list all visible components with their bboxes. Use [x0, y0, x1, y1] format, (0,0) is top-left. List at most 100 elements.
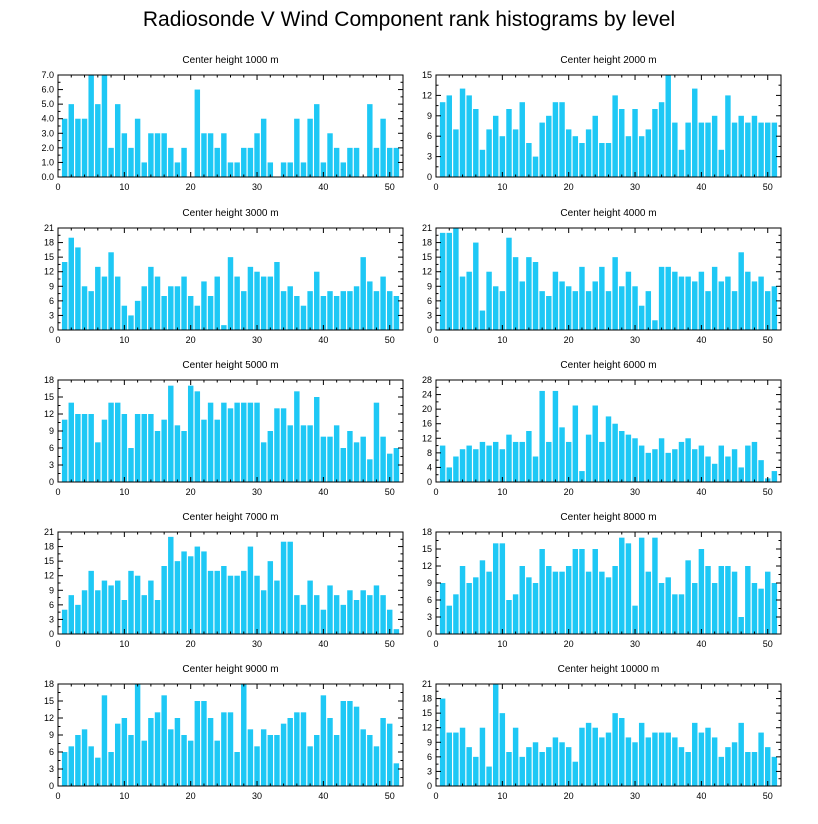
histogram-bar: [254, 746, 260, 786]
y-tick-label: 9: [49, 585, 54, 595]
histogram-bar: [619, 718, 625, 786]
histogram-bar: [645, 291, 652, 330]
histogram-bar: [492, 115, 499, 177]
histogram-bar: [280, 162, 287, 177]
histogram-bar: [599, 737, 605, 786]
histogram-bar: [692, 583, 698, 634]
histogram-bar: [506, 237, 512, 330]
histogram-bar: [75, 247, 81, 330]
histogram-bar: [307, 291, 313, 330]
histogram-bar: [645, 129, 652, 177]
histogram-bar: [207, 570, 214, 634]
histogram-bar: [174, 286, 181, 330]
panel-title: Center height 1000 m: [182, 55, 278, 66]
y-tick-label: 18: [44, 238, 54, 248]
histogram-panel-5: Center height 5000 m 0 10 20 30 40 50 0 3 6 9 12 15 1…: [44, 360, 404, 497]
histogram-bar: [241, 402, 247, 482]
histogram-bar: [353, 706, 360, 786]
x-tick-label: 0: [55, 335, 60, 345]
y-tick-label: 3: [427, 612, 432, 622]
y-tick-label: 0: [427, 172, 432, 182]
x-tick-label: 20: [186, 335, 196, 345]
histogram-bar: [61, 752, 68, 786]
histogram-bar: [320, 609, 327, 634]
histogram-bar: [314, 397, 320, 482]
x-tick-label: 0: [55, 791, 60, 801]
histogram-bar: [187, 385, 194, 482]
histogram-bar: [698, 445, 705, 482]
histogram-bar: [121, 133, 128, 177]
histogram-bar: [711, 737, 718, 786]
histogram-bar: [599, 441, 605, 482]
x-tick-label: 20: [186, 182, 196, 192]
y-tick-label: 6: [427, 296, 432, 306]
histogram-bar: [678, 747, 685, 786]
histogram-bar: [340, 448, 347, 482]
histogram-bar: [300, 162, 307, 177]
histogram-bar: [287, 718, 293, 786]
histogram-bar: [141, 595, 147, 634]
histogram-bar: [247, 546, 254, 634]
histogram-bar: [280, 291, 287, 330]
histogram-bar: [234, 752, 240, 786]
histogram-bar: [552, 102, 559, 177]
x-tick-label: 40: [318, 791, 328, 801]
histogram-bar: [638, 722, 645, 786]
histogram-bar: [360, 729, 366, 786]
y-tick-label: 3.0: [41, 128, 54, 138]
histogram-bar: [459, 88, 466, 177]
panel-title: Center height 7000 m: [182, 512, 278, 523]
histogram-bar: [187, 740, 194, 786]
histogram-bar: [161, 695, 167, 786]
histogram-bar: [121, 414, 128, 482]
histogram-bar: [221, 133, 227, 177]
histogram-bar: [492, 684, 499, 786]
histogram-bar: [227, 257, 234, 330]
histogram-bar: [154, 600, 161, 634]
histogram-bar: [745, 752, 751, 786]
histogram-bar: [731, 291, 738, 330]
y-tick-label: 15: [422, 708, 432, 718]
histogram-bar: [75, 414, 81, 482]
histogram-bar: [446, 467, 452, 482]
histogram-bar: [101, 580, 108, 634]
y-tick-label: 6: [49, 296, 54, 306]
histogram-bar: [506, 752, 512, 786]
histogram-bar: [247, 266, 254, 330]
x-tick-label: 30: [252, 639, 262, 649]
histogram-bar: [174, 162, 181, 177]
histogram-bar: [333, 425, 340, 482]
histogram-bar: [638, 305, 645, 330]
x-tick-label: 10: [497, 487, 507, 497]
histogram-bar: [148, 580, 154, 634]
histogram-bar: [771, 286, 778, 330]
histogram-bar: [108, 402, 114, 482]
histogram-bar: [333, 595, 340, 634]
histogram-bar: [95, 442, 101, 482]
y-tick-label: 3: [49, 460, 54, 470]
histogram-bar: [300, 604, 307, 634]
histogram-bar: [539, 752, 545, 786]
histogram-bar: [692, 281, 698, 330]
histogram-bar: [705, 456, 711, 482]
histogram-bar: [738, 617, 744, 634]
histogram-panel-1: Center height 1000 m 0 10 20 30 40 50 0.0 1.0 2.0…: [41, 55, 404, 192]
histogram-bar: [552, 737, 559, 786]
histogram-bar: [486, 445, 492, 482]
histogram-bar: [168, 729, 174, 786]
histogram-bar: [718, 281, 725, 330]
histogram-panel-4: Center height 4000 m 0 10 20 30 40 50 0 3 6 9 12 15 1…: [422, 208, 782, 345]
histogram-bar: [672, 271, 678, 330]
x-tick-label: 50: [763, 335, 773, 345]
histogram-bar: [393, 296, 400, 330]
y-tick-label: 15: [44, 252, 54, 262]
histogram-bar: [546, 115, 552, 177]
histogram-bar: [254, 575, 260, 634]
histogram-bar: [645, 571, 652, 634]
histogram-bar: [552, 390, 559, 482]
x-tick-label: 30: [252, 791, 262, 801]
histogram-bar: [154, 276, 161, 330]
histogram-bar: [108, 752, 114, 786]
x-tick-label: 50: [385, 487, 395, 497]
histogram-bar: [758, 732, 764, 786]
